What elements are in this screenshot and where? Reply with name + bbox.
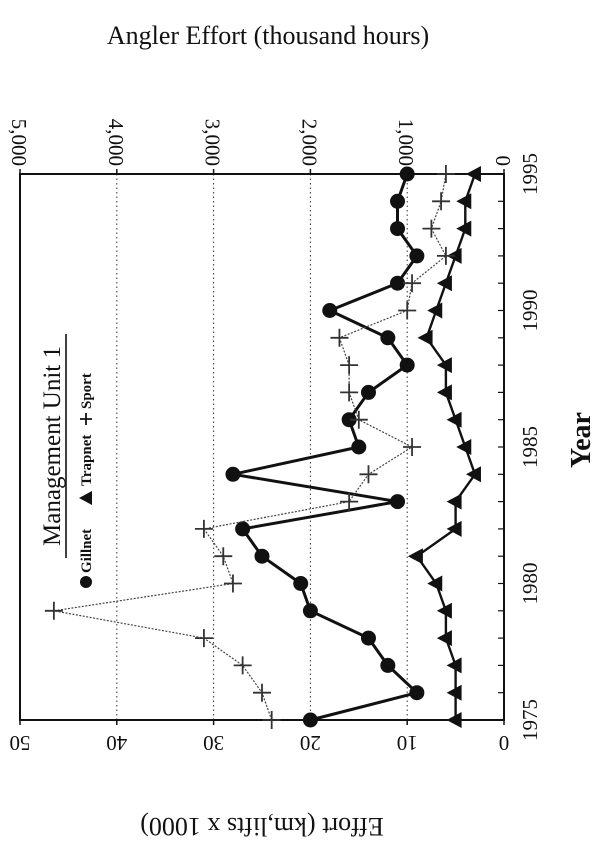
trapnet-point (446, 411, 462, 428)
gillnet-point (409, 248, 425, 264)
angler-tick-label: 3,000 (201, 119, 225, 166)
sport-point (44, 601, 63, 620)
sport-point (403, 438, 422, 456)
sport-point (432, 192, 451, 211)
trapnet-point (446, 657, 462, 674)
legend-gillnet-label: Gillnet (79, 529, 95, 573)
year-tick-label: 1995 (518, 153, 542, 195)
trapnet-point (446, 493, 462, 510)
grid-lines (116, 174, 408, 720)
effort-tick-label: 30 (203, 731, 224, 755)
gillnet-point (380, 330, 396, 346)
effort-tick-label: 40 (106, 731, 127, 755)
trapnet-point (446, 684, 462, 701)
trapnet-point (436, 630, 452, 647)
sport-point (340, 356, 359, 375)
trapnet-point (436, 275, 452, 292)
legend-title: Management Unit 1 (39, 346, 66, 546)
effort-tick-label: 10 (397, 731, 418, 755)
gillnet-point (390, 221, 406, 237)
gillnet-point (322, 303, 338, 318)
year-axis-tick-labels: 1975 1980 1985 1990 1995 (518, 153, 542, 741)
trapnet-point (407, 548, 423, 565)
year-tick-label: 1975 (518, 699, 542, 741)
gillnet-line (232, 173, 420, 722)
sport-point (253, 683, 271, 702)
sport-point (330, 328, 349, 347)
gillnet-point (399, 166, 415, 182)
gillnet-point (390, 193, 406, 209)
effort-tick-label: 0 (499, 731, 510, 755)
legend-sport-marker (80, 413, 92, 425)
effort-tick-label: 50 (10, 731, 31, 755)
sport-point (262, 711, 281, 729)
plot-frame (19, 173, 505, 721)
sport-point (403, 274, 422, 293)
year-tick-label: 1980 (518, 563, 542, 605)
gillnet-point (293, 576, 309, 591)
gillnet-point (399, 357, 415, 373)
angler-tick-label: 4,000 (104, 119, 128, 166)
angler-tick-label: 2,000 (297, 119, 321, 166)
gillnet-point (235, 521, 251, 537)
year-axis-title: Year (566, 412, 597, 468)
legend-gillnet-marker (80, 576, 92, 588)
gillnet-point (302, 603, 318, 619)
sport-point (194, 519, 213, 538)
gillnet-point (390, 494, 406, 510)
gillnet-point (351, 439, 367, 455)
sport-point (233, 656, 252, 675)
trapnet-point (446, 520, 462, 537)
trapnet-point (436, 384, 452, 401)
trapnet-point (446, 712, 462, 728)
trapnet-point (427, 575, 443, 592)
sport-point (214, 547, 233, 566)
trapnet-point (456, 439, 472, 455)
trapnet-point (456, 220, 472, 237)
effort-axis-title: Effort (km,lifts x 1000) (140, 812, 384, 841)
legend-trapnet-label: Trapnet (79, 435, 95, 486)
angler-axis-tick-labels: 0 1,000 2,000 3,000 4,000 5,000 (7, 119, 515, 166)
sport-point (349, 410, 368, 429)
sport-point (340, 492, 359, 511)
trapnet-point (456, 193, 472, 210)
gillnet-point (390, 275, 406, 291)
sport-point (340, 383, 359, 402)
angler-tick-label: 1,000 (394, 119, 418, 166)
sport-point (436, 246, 455, 265)
angler-axis-title: Angler Effort (thousand hours) (107, 21, 429, 50)
gillnet-point (341, 412, 357, 428)
gillnet-point (302, 712, 318, 728)
trapnet-point (436, 357, 452, 374)
sport-line (53, 173, 447, 721)
sport-point (436, 165, 455, 183)
gillnet-point (380, 657, 396, 673)
effort-axis-tick-labels: 0 10 20 30 40 50 (10, 731, 510, 755)
sport-point (359, 465, 378, 484)
gillnet-point (360, 630, 376, 646)
gillnet-point (254, 548, 270, 564)
gillnet-point (409, 685, 425, 701)
sport-point (194, 629, 213, 648)
gillnet-point (225, 466, 241, 482)
effort-tick-label: 20 (300, 731, 321, 755)
angler-tick-label: 0 (491, 156, 515, 167)
sport-point (398, 301, 417, 320)
trapnet-point (427, 302, 443, 319)
year-tick-label: 1990 (518, 290, 542, 332)
trapnet-point (417, 329, 433, 346)
legend: Management Unit 1 Gillnet Trapnet Sport (39, 334, 95, 588)
sport-point (422, 219, 441, 238)
year-tick-label: 1985 (518, 426, 542, 468)
trapnet-point (465, 466, 481, 483)
trapnet-point (436, 602, 452, 619)
data-series (44, 165, 481, 729)
legend-trapnet-marker (79, 491, 92, 505)
angler-tick-label: 5,000 (7, 119, 31, 166)
legend-sport-label: Sport (79, 373, 95, 409)
gillnet-point (360, 384, 376, 400)
sport-point (223, 574, 242, 593)
trapnet-point (465, 166, 481, 182)
